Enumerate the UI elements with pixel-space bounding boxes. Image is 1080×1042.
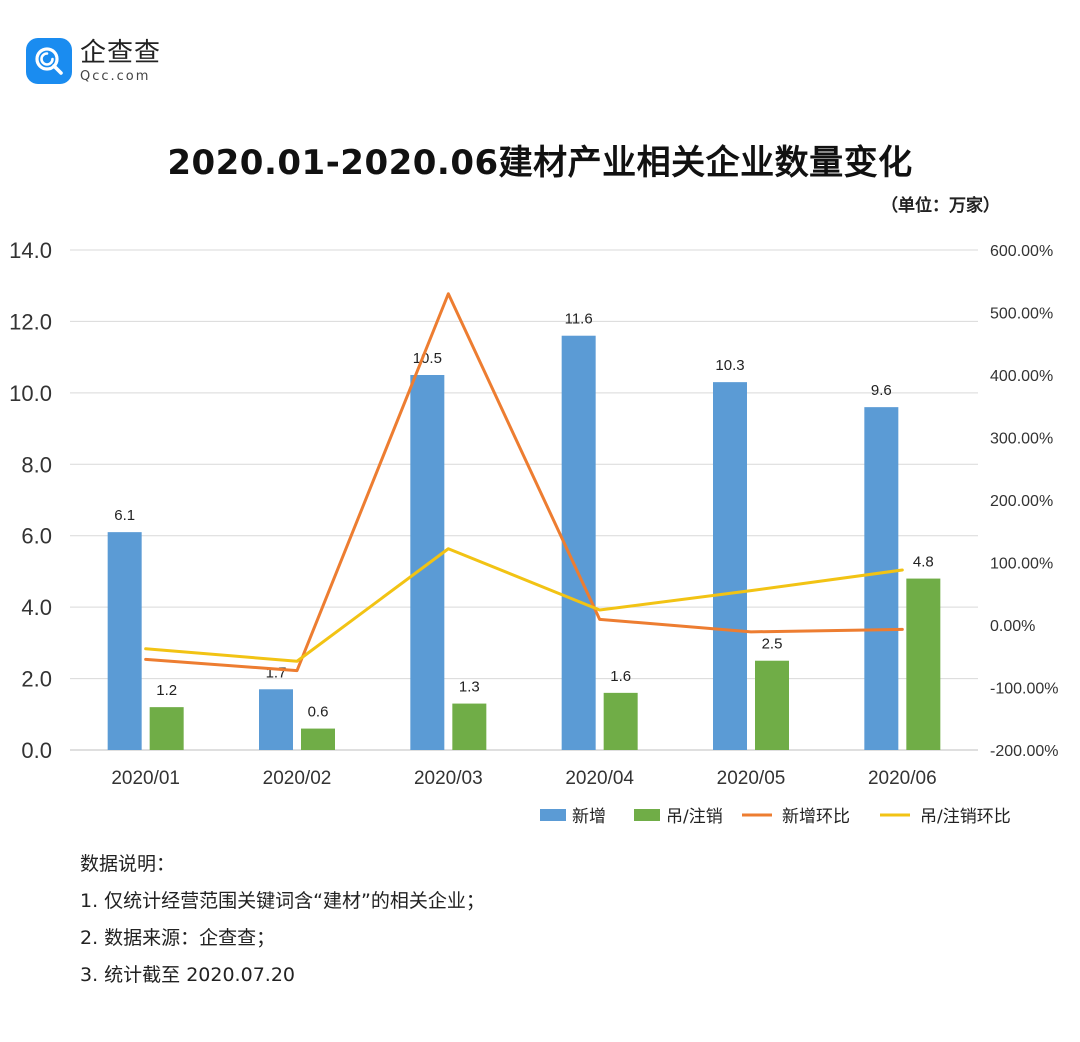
bar-cancelled bbox=[149, 707, 184, 750]
chart-title: 2020.01-2020.06建材产业相关企业数量变化 bbox=[167, 143, 913, 183]
bar-data-label: 1.7 bbox=[266, 664, 287, 681]
y-right-tick-label: 500.00% bbox=[990, 306, 1053, 323]
y-right-tick-label: -200.00% bbox=[990, 743, 1059, 760]
bar-cancelled bbox=[301, 728, 335, 750]
chart: 0.0 2.0 4.0 6.0 8.0 10.0 12.0 14.0 -200.00% -100.… bbox=[9, 238, 1059, 827]
bar-data-label: 10.3 bbox=[715, 357, 744, 374]
note-item-3: 3. 统计截至 2020.07.20 bbox=[80, 964, 295, 986]
y-right-tick-label: 200.00% bbox=[990, 493, 1053, 510]
y-left-tick-label: 0.0 bbox=[21, 738, 52, 763]
unit-label: （单位：万家） bbox=[881, 196, 1000, 216]
logo-domain: Qcc.com bbox=[80, 68, 151, 84]
bar-cancelled bbox=[755, 660, 789, 750]
legend-swatch bbox=[540, 809, 566, 821]
y-right-tick-label: 400.00% bbox=[990, 368, 1053, 385]
x-tick-label: 2020/05 bbox=[717, 768, 786, 789]
x-tick-label: 2020/01 bbox=[111, 768, 180, 789]
logo: 企查查 Qcc.com bbox=[26, 38, 161, 84]
bar-new bbox=[864, 407, 899, 750]
y-right-tick-label: 300.00% bbox=[990, 431, 1053, 448]
x-tick-label: 2020/03 bbox=[414, 768, 483, 789]
bar-data-label: 11.6 bbox=[565, 311, 593, 328]
data-notes: 数据说明： 1. 仅统计经营范围关键词含“建材”的相关企业； 2. 数据来源：企… bbox=[80, 846, 485, 994]
x-tick-label: 2020/06 bbox=[868, 768, 937, 789]
bar-new bbox=[259, 689, 293, 750]
bar-new bbox=[107, 532, 142, 750]
bar-new bbox=[561, 335, 596, 750]
bar-new bbox=[713, 382, 747, 750]
y-left-tick-label: 6.0 bbox=[21, 524, 52, 549]
qcc-magnifier-icon bbox=[26, 38, 72, 84]
y-left-tick-label: 14.0 bbox=[9, 238, 52, 263]
bar-data-label: 9.6 bbox=[871, 382, 892, 399]
logo-name: 企查查 bbox=[80, 37, 162, 68]
bar-data-label: 10.5 bbox=[413, 350, 442, 367]
bar-data-label: 6.1 bbox=[114, 507, 135, 524]
bar-data-label: 1.2 bbox=[156, 682, 177, 699]
bar-data-label: 1.3 bbox=[459, 679, 480, 696]
y-left-tick-label: 8.0 bbox=[21, 452, 52, 477]
line-new-mom bbox=[144, 292, 904, 673]
legend-label: 吊/注销 bbox=[666, 807, 723, 827]
legend-swatch bbox=[634, 809, 660, 821]
bar-cancelled bbox=[603, 692, 638, 750]
y-left-tick-label: 12.0 bbox=[9, 309, 52, 334]
bar-data-label: 1.6 bbox=[610, 668, 631, 685]
y-right-tick-label: 600.00% bbox=[990, 243, 1053, 260]
notes-heading: 数据说明： bbox=[80, 853, 176, 875]
bar-cancelled bbox=[452, 703, 487, 750]
legend-label: 新增 bbox=[572, 807, 606, 827]
x-tick-label: 2020/02 bbox=[263, 768, 332, 789]
legend-label: 吊/注销环比 bbox=[920, 807, 1011, 827]
y-right-tick-label: -100.00% bbox=[990, 681, 1059, 698]
line-cancelled-mom bbox=[144, 547, 904, 663]
y-right-tick-label: 100.00% bbox=[990, 556, 1053, 573]
note-item-1: 1. 仅统计经营范围关键词含“建材”的相关企业； bbox=[80, 890, 485, 912]
y-left-tick-label: 10.0 bbox=[9, 381, 52, 406]
bar-data-label: 4.8 bbox=[913, 554, 934, 571]
bar-data-label: 0.6 bbox=[308, 704, 329, 721]
y-right-tick-label: 0.00% bbox=[990, 618, 1035, 635]
y-left-tick-label: 4.0 bbox=[21, 595, 52, 620]
y-left-tick-label: 2.0 bbox=[21, 667, 52, 692]
legend-label: 新增环比 bbox=[782, 807, 850, 827]
note-item-2: 2. 数据来源：企查查； bbox=[80, 927, 276, 949]
x-tick-label: 2020/04 bbox=[565, 768, 634, 789]
bar-cancelled bbox=[906, 578, 941, 750]
bar-data-label: 2.5 bbox=[762, 636, 783, 653]
